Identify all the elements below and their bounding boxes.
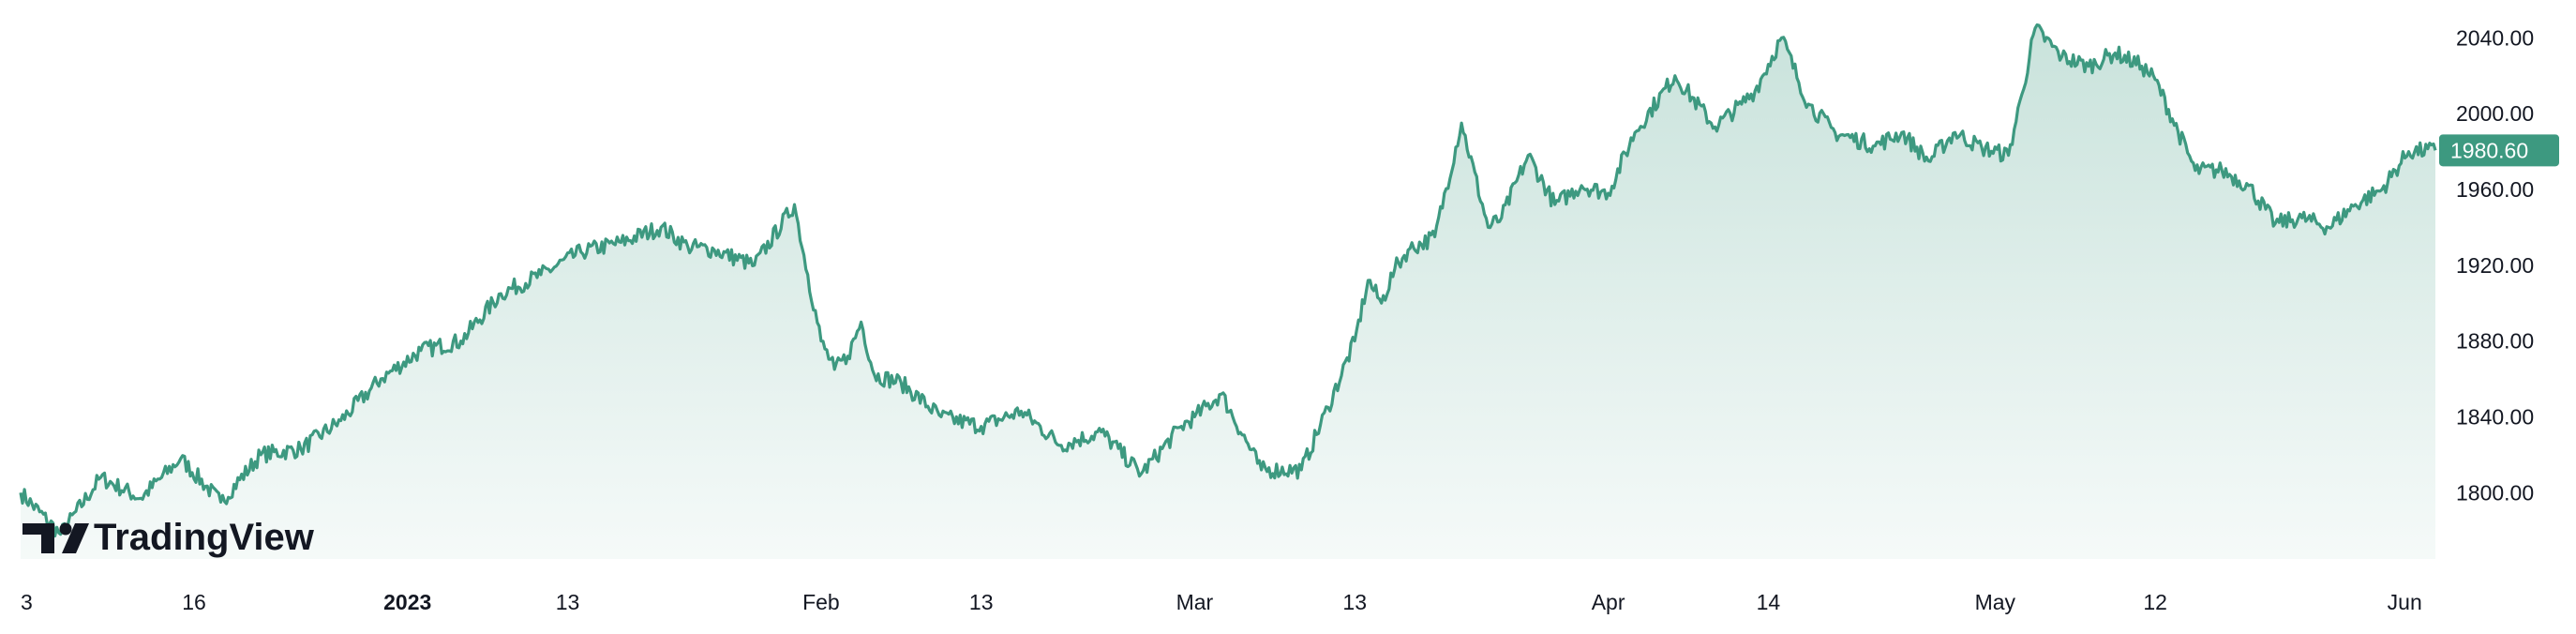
y-tick-label: 1840.00 [2456,404,2534,429]
x-tick-label: 14 [1757,590,1781,614]
x-tick-label: Apr [1592,590,1625,614]
last-price-badge-bg [2439,134,2559,167]
y-tick-label: 1960.00 [2456,177,2534,202]
y-tick-label: 1880.00 [2456,329,2534,354]
x-tick-label: 13 [1342,590,1367,614]
last-price-badge: 1980.60 [2439,134,2559,167]
y-tick-label: 2000.00 [2456,101,2534,126]
y-tick-label: 2040.00 [2456,25,2534,50]
x-tick-label: Jun [2388,590,2422,614]
x-tick-label: 13 [556,590,580,614]
price-axis[interactable]: 2040.00 2000.00 1960.00 1920.00 1880.00 1840.… [2456,25,2534,505]
series-line [19,23,2437,538]
logo-text: TradingView [94,517,315,558]
plot-area[interactable] [19,23,2437,560]
tradingview-logo[interactable]: TradingView [22,517,315,558]
x-tick-label: 3 [21,590,33,614]
y-tick-label: 1800.00 [2456,480,2534,505]
x-tick-label: 16 [182,590,206,614]
x-tick-label: 2023 [383,590,431,614]
x-tick-label: Feb [802,590,840,614]
time-axis[interactable]: 3 16 2023 13 Feb 13 Mar 13 Apr 14 May 12 Jun [21,590,2422,614]
last-price-label: 1980.60 [2450,138,2528,162]
y-tick-label: 1920.00 [2456,253,2534,278]
series-area-fill [21,24,2435,559]
x-tick-label: Mar [1176,590,1214,614]
tradingview-logo-icon [22,522,89,553]
x-tick-label: 12 [2143,590,2167,614]
x-tick-label: 13 [969,590,994,614]
x-tick-label: May [1975,590,2016,614]
